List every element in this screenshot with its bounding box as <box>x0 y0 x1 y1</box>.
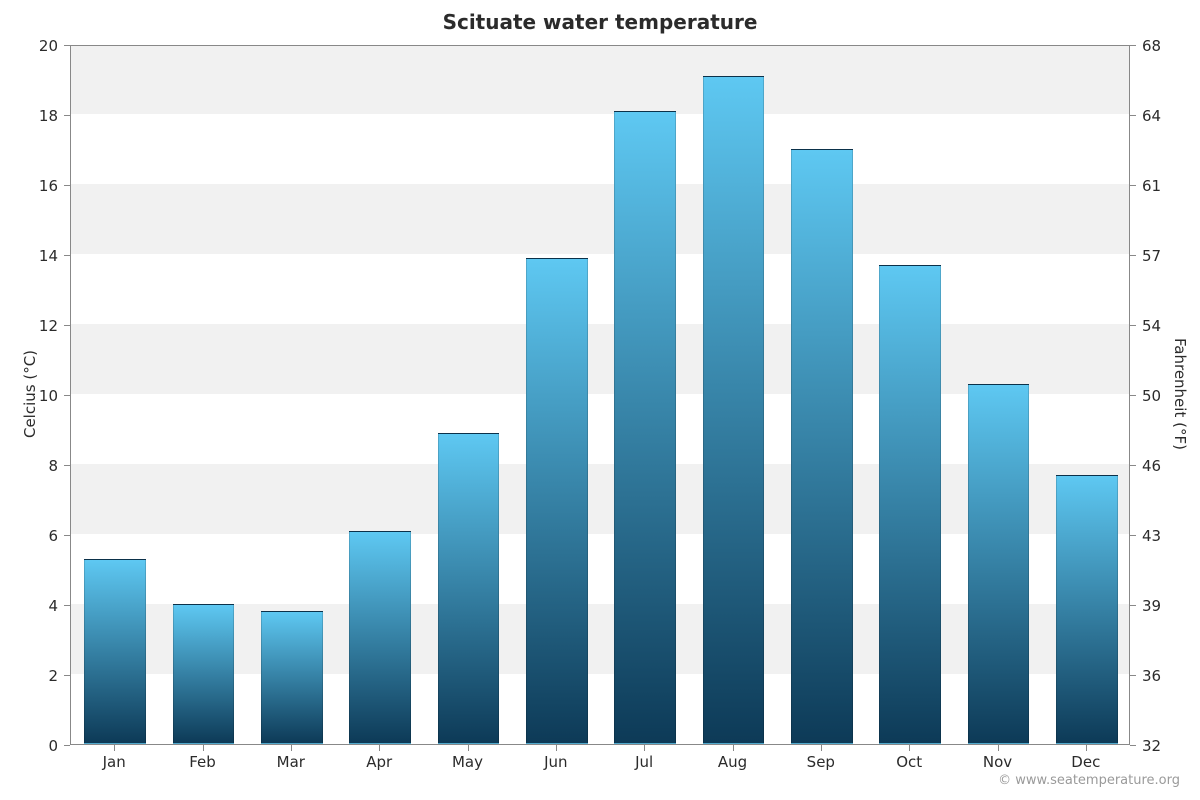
y-tick-left: 4 <box>0 597 58 615</box>
x-tick-label: Oct <box>865 753 953 771</box>
y-tick-right: 68 <box>1142 37 1161 55</box>
tick-mark <box>1130 535 1136 536</box>
bar <box>703 76 765 745</box>
y-tick-right: 50 <box>1142 387 1161 405</box>
tick-mark <box>733 745 734 751</box>
tick-mark <box>1086 745 1087 751</box>
y-tick-left: 20 <box>0 37 58 55</box>
x-tick-label: Nov <box>953 753 1041 771</box>
bar <box>261 611 323 744</box>
y-tick-right: 54 <box>1142 317 1161 335</box>
tick-mark <box>468 745 469 751</box>
tick-mark <box>379 745 380 751</box>
tick-mark <box>821 745 822 751</box>
plot-area <box>70 45 1130 745</box>
tick-mark <box>1130 45 1136 46</box>
bar <box>84 559 146 745</box>
tick-mark <box>64 535 70 536</box>
tick-mark <box>64 185 70 186</box>
bar <box>1056 475 1118 745</box>
bar <box>173 604 235 744</box>
y-tick-left: 8 <box>0 457 58 475</box>
y-tick-right: 43 <box>1142 527 1161 545</box>
tick-mark <box>1130 675 1136 676</box>
y-tick-left: 10 <box>0 387 58 405</box>
chart-container: Scituate water temperature Celcius (°C) … <box>0 0 1200 800</box>
chart-title: Scituate water temperature <box>0 10 1200 34</box>
y-tick-left: 14 <box>0 247 58 265</box>
grid-band <box>71 254 1129 324</box>
x-tick-label: Jan <box>70 753 158 771</box>
grid-band <box>71 45 1129 114</box>
tick-mark <box>64 115 70 116</box>
bar <box>526 258 588 745</box>
y-tick-right: 46 <box>1142 457 1161 475</box>
y-tick-left: 16 <box>0 177 58 195</box>
tick-mark <box>909 745 910 751</box>
tick-mark <box>1130 185 1136 186</box>
x-tick-label: Sep <box>777 753 865 771</box>
y-tick-right: 61 <box>1142 177 1161 195</box>
x-tick-label: Feb <box>158 753 246 771</box>
tick-mark <box>64 675 70 676</box>
tick-mark <box>64 605 70 606</box>
tick-mark <box>1130 745 1136 746</box>
tick-mark <box>64 255 70 256</box>
y-tick-right: 36 <box>1142 667 1161 685</box>
tick-mark <box>203 745 204 751</box>
tick-mark <box>114 745 115 751</box>
x-tick-label: Aug <box>688 753 776 771</box>
y-tick-right: 64 <box>1142 107 1161 125</box>
tick-mark <box>998 745 999 751</box>
bar <box>438 433 500 745</box>
y-tick-right: 39 <box>1142 597 1161 615</box>
tick-mark <box>644 745 645 751</box>
tick-mark <box>64 45 70 46</box>
x-tick-label: Jul <box>600 753 688 771</box>
tick-mark <box>1130 325 1136 326</box>
tick-mark <box>64 745 70 746</box>
y-tick-left: 2 <box>0 667 58 685</box>
tick-mark <box>556 745 557 751</box>
tick-mark <box>1130 395 1136 396</box>
y-tick-left: 6 <box>0 527 58 545</box>
grid-band <box>71 184 1129 254</box>
x-tick-label: Dec <box>1042 753 1130 771</box>
y-tick-left: 0 <box>0 737 58 755</box>
tick-mark <box>1130 465 1136 466</box>
x-tick-label: Apr <box>335 753 423 771</box>
tick-mark <box>64 395 70 396</box>
y-tick-left: 12 <box>0 317 58 335</box>
y-tick-right: 57 <box>1142 247 1161 265</box>
grid-band <box>71 114 1129 184</box>
tick-mark <box>1130 255 1136 256</box>
tick-mark <box>1130 115 1136 116</box>
tick-mark <box>64 465 70 466</box>
x-tick-label: Mar <box>247 753 335 771</box>
bar <box>349 531 411 745</box>
bar <box>614 111 676 745</box>
tick-mark <box>64 325 70 326</box>
attribution-text: © www.seatemperature.org <box>998 773 1180 788</box>
x-tick-label: Jun <box>512 753 600 771</box>
y-tick-left: 18 <box>0 107 58 125</box>
bar <box>879 265 941 745</box>
y-axis-right-label: Fahrenheit (°F) <box>1171 314 1189 474</box>
bar <box>968 384 1030 745</box>
x-tick-label: May <box>423 753 511 771</box>
y-tick-right: 32 <box>1142 737 1161 755</box>
tick-mark <box>1130 605 1136 606</box>
tick-mark <box>291 745 292 751</box>
bar <box>791 149 853 744</box>
